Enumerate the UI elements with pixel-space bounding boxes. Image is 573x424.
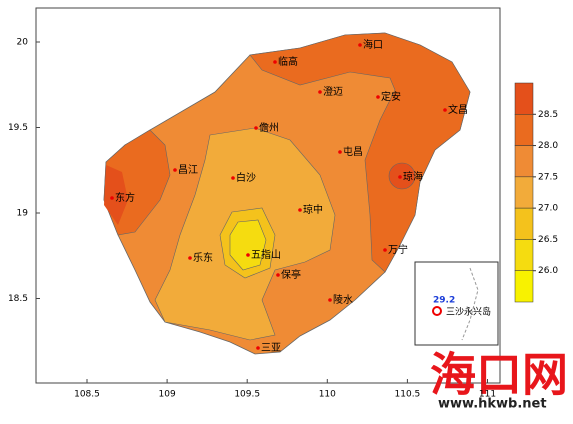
- city-marker: [256, 346, 260, 350]
- city-marker: [298, 208, 302, 212]
- hotspot: [388, 162, 416, 190]
- city-marker: [276, 273, 280, 277]
- x-tick-label: 109: [159, 390, 176, 400]
- city-marker: [273, 60, 277, 64]
- inset-marker: [432, 306, 442, 316]
- city-marker: [110, 196, 114, 200]
- y-tick-label: 20: [17, 38, 29, 48]
- city-label: 白沙: [236, 171, 256, 184]
- colorbar-label: 28.0: [538, 141, 558, 151]
- y-tick-label: 19.5: [8, 123, 28, 133]
- city-marker: [188, 256, 192, 260]
- city-label: 屯昌: [343, 145, 363, 158]
- city-label: 保亭: [281, 268, 301, 281]
- colorbar-bin: [514, 239, 534, 271]
- city-marker: [398, 175, 402, 179]
- city-marker: [246, 253, 250, 257]
- inset-value: 29.2: [433, 296, 455, 306]
- inset-label: 三沙永兴岛: [446, 306, 491, 318]
- city-marker: [254, 126, 258, 130]
- inset-line: [461, 267, 479, 341]
- hotspot: [104, 165, 128, 225]
- x-tick-label: 110: [319, 390, 336, 400]
- city-label: 定安: [381, 90, 401, 103]
- city-label: 儋州: [259, 121, 279, 134]
- y-tick-label: 18.5: [8, 294, 28, 304]
- city-label: 海口: [363, 38, 383, 51]
- inset-box: [414, 261, 499, 346]
- city-label: 琼海: [403, 170, 423, 183]
- city-marker: [173, 168, 177, 172]
- x-tick-label: 108.5: [74, 390, 100, 400]
- city-label: 琼中: [303, 203, 323, 216]
- city-label: 万宁: [388, 243, 408, 256]
- y-tick-label: 19: [17, 209, 29, 219]
- city-label: 东方: [115, 191, 135, 204]
- colorbar-bin: [514, 82, 534, 115]
- x-tick-label: 111: [479, 390, 496, 400]
- colorbar-bin: [514, 145, 534, 178]
- watermark-title: 海口网: [430, 348, 568, 402]
- colorbar-bin: [514, 270, 534, 303]
- city-label: 临高: [278, 55, 298, 68]
- city-label: 昌江: [178, 164, 198, 176]
- x-tick-label: 110.5: [395, 390, 421, 400]
- city-label: 五指山: [251, 248, 281, 261]
- colorbar-label: 28.5: [538, 110, 558, 120]
- city-label: 陵水: [333, 294, 353, 306]
- city-marker: [328, 298, 332, 302]
- contour-band: [249, 32, 471, 273]
- city-marker: [443, 108, 447, 112]
- city-label: 乐东: [193, 251, 213, 264]
- contour-band: [229, 219, 267, 271]
- city-label: 文昌: [448, 103, 468, 116]
- colorbar-label: 26.5: [538, 235, 558, 245]
- city-marker: [231, 176, 235, 180]
- colorbar-bin: [514, 114, 534, 146]
- city-marker: [358, 43, 362, 47]
- city-marker: [376, 95, 380, 99]
- colorbar-bin: [514, 207, 534, 240]
- colorbar-label: 26.0: [538, 266, 558, 276]
- colorbar-bin: [514, 176, 534, 209]
- x-tick-label: 109.5: [234, 390, 260, 400]
- city-label: 三亚: [261, 343, 281, 354]
- colorbar-label: 27.5: [538, 172, 558, 182]
- city-label: 澄迈: [323, 85, 343, 98]
- city-marker: [318, 90, 322, 94]
- city-marker: [383, 248, 387, 252]
- colorbar-label: 27.0: [538, 204, 558, 214]
- watermark-url: www.hkwb.net: [438, 397, 547, 412]
- city-marker: [338, 150, 342, 154]
